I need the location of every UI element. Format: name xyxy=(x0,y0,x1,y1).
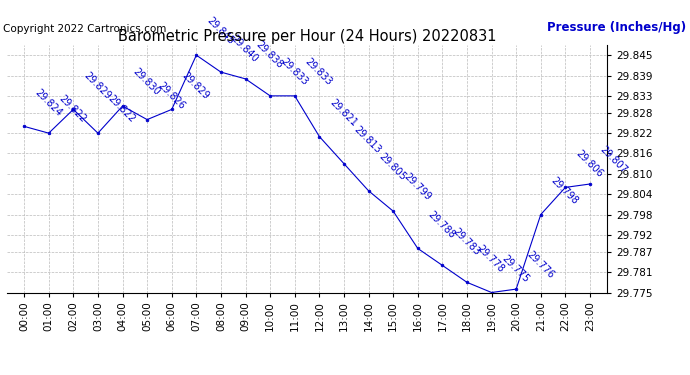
Text: Copyright 2022 Cartronics.com: Copyright 2022 Cartronics.com xyxy=(3,24,167,34)
Title: Barometric Pressure per Hour (24 Hours) 20220831: Barometric Pressure per Hour (24 Hours) … xyxy=(118,29,496,44)
Text: 29.813: 29.813 xyxy=(353,124,383,155)
Text: 29.807: 29.807 xyxy=(598,145,629,176)
Text: 29.776: 29.776 xyxy=(524,250,555,281)
Text: 29.833: 29.833 xyxy=(303,57,334,87)
Text: 29.845: 29.845 xyxy=(205,16,236,47)
Text: 29.798: 29.798 xyxy=(549,175,580,206)
Text: 29.775: 29.775 xyxy=(500,253,531,284)
Text: 29.805: 29.805 xyxy=(377,152,408,183)
Text: 29.788: 29.788 xyxy=(426,209,457,240)
Text: 29.806: 29.806 xyxy=(573,148,604,179)
Text: Pressure (Inches/Hg): Pressure (Inches/Hg) xyxy=(547,21,687,34)
Text: 29.783: 29.783 xyxy=(451,226,482,257)
Text: 29.824: 29.824 xyxy=(32,87,63,118)
Text: 29.822: 29.822 xyxy=(57,94,88,125)
Text: 29.833: 29.833 xyxy=(279,57,309,87)
Text: 29.822: 29.822 xyxy=(106,94,137,125)
Text: 29.821: 29.821 xyxy=(328,97,359,128)
Text: 29.840: 29.840 xyxy=(229,33,260,64)
Text: 29.830: 29.830 xyxy=(131,67,161,98)
Text: 29.829: 29.829 xyxy=(81,70,112,101)
Text: 29.799: 29.799 xyxy=(402,172,433,203)
Text: 29.838: 29.838 xyxy=(254,40,285,70)
Text: 29.826: 29.826 xyxy=(155,80,186,111)
Text: 29.778: 29.778 xyxy=(475,243,506,274)
Text: 29.829: 29.829 xyxy=(180,70,211,101)
